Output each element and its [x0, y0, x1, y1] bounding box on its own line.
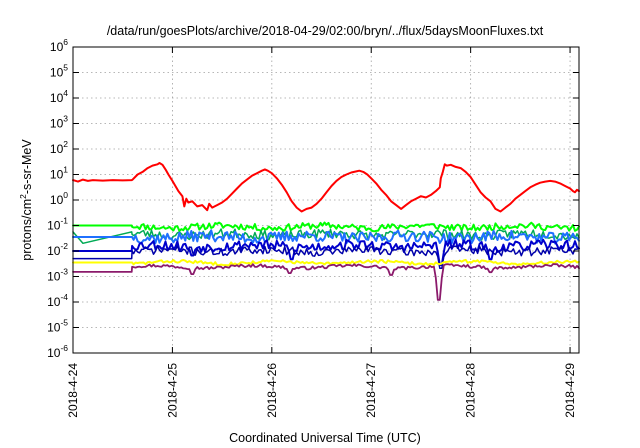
y-tick-label-base: 10 [47, 346, 61, 360]
y-tick-label-exp: 3 [63, 114, 68, 124]
y-axis-label-sup: 2 [18, 194, 28, 199]
y-tick-label: 10-4 [47, 292, 68, 309]
y-tick-label-base: 10 [47, 321, 61, 335]
y-tick-label-exp: -3 [60, 267, 68, 277]
y-tick-label-base: 10 [47, 270, 61, 284]
y-tick-label: 10-3 [47, 267, 68, 284]
x-axis-label: Coordinated Universal Time (UTC) [229, 431, 421, 445]
y-tick-label: 103 [50, 114, 68, 131]
y-tick-label: 104 [50, 88, 68, 105]
y-tick-label-exp: 5 [63, 63, 68, 73]
series-line-8 [72, 263, 580, 301]
y-tick-label-base: 10 [50, 117, 64, 131]
series-line-1 [72, 162, 580, 213]
x-tick-labels: 2018-4-24 2018-4-25 2018-4-26 2018-4-27 2018… [66, 363, 577, 418]
y-tick-label-base: 10 [50, 40, 64, 54]
x-tick-label: 2018-4-29 [563, 363, 577, 418]
y-tick-label: 10-5 [47, 318, 68, 335]
grid [73, 47, 579, 353]
y-tick-label-exp: -2 [60, 241, 68, 251]
y-tick-label-base: 10 [47, 219, 61, 233]
series-line-7 [72, 258, 580, 267]
y-tick-label-base: 10 [47, 244, 61, 258]
y-tick-label-exp: 1 [63, 165, 68, 175]
y-tick-label-exp: 4 [63, 88, 68, 98]
y-tick-label: 102 [50, 139, 68, 156]
x-tick-label: 2018-4-24 [66, 363, 80, 418]
y-tick-label-base: 10 [50, 66, 64, 80]
y-tick-label: 100 [50, 190, 68, 207]
y-tick-label: 10-2 [47, 241, 68, 258]
y-axis-label-base: protons/cm [20, 199, 34, 261]
x-tick-label: 2018-4-26 [265, 363, 279, 418]
series-line-2 [72, 221, 580, 233]
chart-title: /data/run/goesPlots/archive/2018-04-29/0… [107, 24, 544, 38]
y-tick-label-base: 10 [50, 142, 64, 156]
x-tick-label: 2018-4-27 [364, 363, 378, 418]
ticks [72, 46, 579, 354]
y-tick-label-exp: -4 [60, 292, 68, 302]
x-tick-label: 2018-4-25 [165, 363, 179, 418]
y-tick-label: 10-6 [47, 343, 68, 360]
y-tick-label-exp: 2 [63, 139, 68, 149]
y-tick-label-base: 10 [47, 295, 61, 309]
y-tick-label-exp: -1 [60, 216, 68, 226]
y-tick-label: 10-1 [47, 216, 68, 233]
series-line-5 [72, 238, 580, 266]
y-tick-labels: 10-610-510-410-310-210-11001011021031041… [47, 37, 68, 360]
series-group [72, 162, 580, 301]
y-tick-label-exp: -6 [60, 343, 68, 353]
y-axis-label: protons/cm2-s-sr-MeV [18, 139, 34, 261]
y-tick-label: 106 [50, 37, 68, 54]
y-tick-label-exp: -5 [60, 318, 68, 328]
series-line-4 [72, 229, 580, 245]
y-tick-label-base: 10 [50, 91, 64, 105]
y-tick-label-exp: 0 [63, 190, 68, 200]
y-tick-label-exp: 6 [63, 37, 68, 47]
y-tick-label: 101 [50, 165, 68, 182]
y-tick-label-base: 10 [50, 193, 64, 207]
series-line-6 [72, 245, 580, 269]
y-tick-label-base: 10 [50, 168, 64, 182]
x-tick-label: 2018-4-28 [464, 363, 478, 418]
y-axis-label-rest: -s-sr-MeV [20, 139, 34, 195]
y-tick-label: 105 [50, 63, 68, 80]
